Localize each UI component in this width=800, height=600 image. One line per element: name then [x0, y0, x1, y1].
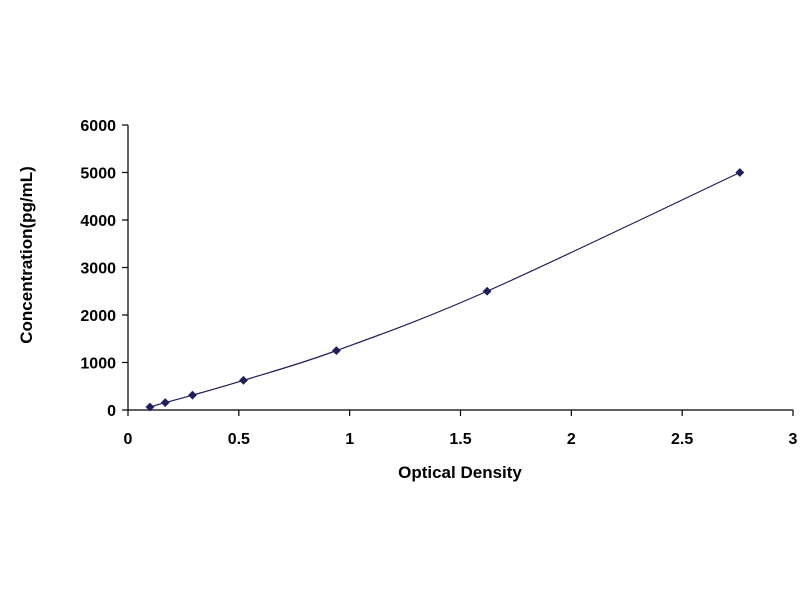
y-tick-label: 4000 — [80, 213, 116, 230]
y-tick-label: 2000 — [80, 308, 116, 325]
x-tick-label: 2.5 — [671, 431, 693, 448]
x-tick-label: 0.5 — [228, 431, 250, 448]
y-tick-label: 1000 — [80, 356, 116, 373]
data-point — [145, 402, 155, 412]
data-point — [331, 346, 341, 356]
data-point — [160, 398, 170, 408]
y-tick-label: 0 — [107, 403, 116, 420]
x-tick-label: 1 — [345, 431, 354, 448]
x-ticks: 0 0.5 1 1.5 2 2.5 3 — [124, 410, 798, 448]
fit-curve — [149, 171, 741, 408]
data-point — [482, 286, 492, 296]
x-axis-title: Optical Density — [398, 463, 522, 482]
data-point — [188, 390, 197, 400]
x-tick-label: 1.5 — [449, 431, 471, 448]
y-ticks: 0 1000 2000 3000 4000 5000 6000 — [80, 118, 128, 420]
y-axis-title: Concentration(pg/mL) — [17, 166, 36, 344]
y-tick-label: 3000 — [80, 261, 116, 278]
x-tick-label: 2 — [567, 431, 576, 448]
x-tick-label: 3 — [789, 431, 798, 448]
y-tick-label: 5000 — [80, 166, 116, 183]
data-points — [145, 168, 745, 412]
x-tick-label: 0 — [124, 431, 133, 448]
data-point — [735, 168, 745, 177]
y-tick-label: 6000 — [80, 118, 116, 135]
data-point — [239, 375, 248, 385]
